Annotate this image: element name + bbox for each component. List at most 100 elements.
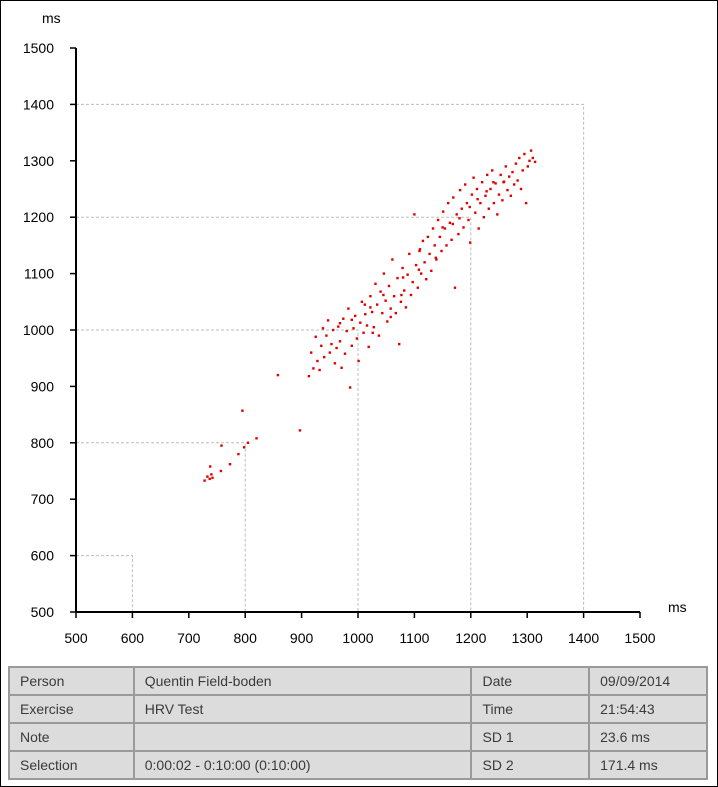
data-point <box>420 272 423 275</box>
data-point <box>460 207 463 210</box>
date-label: Date <box>470 666 591 696</box>
x-tick-label: 800 <box>234 630 258 646</box>
data-point <box>369 306 372 309</box>
data-point <box>529 149 533 152</box>
data-point <box>389 307 392 310</box>
data-point <box>521 169 524 172</box>
sd2-value: 171.4 ms <box>588 750 708 780</box>
y-tick-label: 700 <box>31 491 55 507</box>
data-point <box>457 232 460 236</box>
data-point <box>511 170 514 174</box>
y-tick-label: 1400 <box>23 96 54 112</box>
data-point <box>487 207 490 210</box>
data-point <box>486 173 489 177</box>
data-point <box>518 156 521 160</box>
x-tick-label: 1200 <box>455 630 486 646</box>
data-point <box>528 159 531 162</box>
data-point <box>381 311 384 315</box>
data-point <box>384 299 387 302</box>
data-point <box>367 345 370 349</box>
data-point <box>480 181 484 184</box>
data-point <box>491 169 494 172</box>
data-point <box>409 293 413 297</box>
data-point <box>516 179 519 182</box>
x-tick-label: 1300 <box>512 630 543 646</box>
data-point <box>318 368 321 372</box>
y-tick-label: 1500 <box>23 40 54 56</box>
guide-box <box>76 329 359 612</box>
exercise-value: HRV Test <box>132 694 473 724</box>
x-tick-label: 500 <box>64 630 88 646</box>
data-point <box>465 201 469 205</box>
data-point <box>350 318 353 321</box>
data-point <box>523 152 526 156</box>
data-point <box>337 325 340 328</box>
data-point <box>506 188 509 192</box>
data-point <box>499 173 502 177</box>
data-point <box>476 198 479 201</box>
data-point <box>442 210 445 213</box>
data-point <box>469 241 472 244</box>
data-point <box>241 409 244 412</box>
data-point <box>479 201 482 205</box>
data-point <box>371 331 374 334</box>
data-point <box>464 183 467 186</box>
data-point <box>400 293 403 297</box>
data-point <box>209 465 212 468</box>
y-tick-label: 1300 <box>23 153 54 169</box>
data-point <box>470 193 474 196</box>
person-value: Quentin Field-boden <box>132 666 473 696</box>
data-point <box>345 329 348 333</box>
data-point <box>394 311 397 315</box>
data-point <box>455 213 458 216</box>
data-point <box>242 446 246 449</box>
data-point <box>357 359 360 363</box>
data-point <box>440 249 443 253</box>
data-point <box>338 322 342 325</box>
x-tick-label: 1400 <box>568 630 599 646</box>
data-point <box>363 303 366 306</box>
y-tick-label: 1100 <box>24 266 54 282</box>
data-point <box>524 201 528 205</box>
data-point <box>403 289 406 292</box>
data-point <box>354 314 357 318</box>
data-point <box>210 473 213 476</box>
data-point <box>468 205 471 209</box>
data-point <box>348 386 352 389</box>
data-point <box>316 359 319 363</box>
data-point <box>458 188 462 192</box>
guide-box <box>76 555 133 612</box>
data-point <box>237 452 240 456</box>
data-point <box>404 306 408 309</box>
data-point <box>418 249 421 253</box>
data-point <box>255 437 258 440</box>
data-point <box>453 286 457 289</box>
data-point <box>359 321 362 324</box>
data-point <box>438 235 441 239</box>
note-label: Note <box>8 722 135 752</box>
guide-box <box>76 103 585 612</box>
person-label: Person <box>8 666 135 696</box>
data-point <box>343 352 347 355</box>
data-point <box>504 165 507 168</box>
data-point <box>413 213 416 216</box>
data-point <box>369 295 372 298</box>
x-tick-label: 900 <box>290 630 314 646</box>
selection-value: 0:00:02 - 0:10:00 (0:10:00) <box>132 750 473 780</box>
table-row: Exercise HRV Test Time 21:54:43 <box>8 694 708 724</box>
data-point <box>443 227 447 230</box>
x-tick-label: 700 <box>177 630 201 646</box>
data-point <box>399 300 403 303</box>
data-point <box>494 182 497 185</box>
data-point <box>406 273 409 276</box>
data-point <box>430 269 433 272</box>
data-point <box>377 334 381 337</box>
data-point <box>382 272 386 275</box>
data-point <box>206 475 209 478</box>
data-point <box>441 226 444 229</box>
data-point <box>408 252 411 256</box>
data-point <box>219 469 223 473</box>
data-point <box>332 328 335 332</box>
y-tick-label: 800 <box>31 435 55 451</box>
